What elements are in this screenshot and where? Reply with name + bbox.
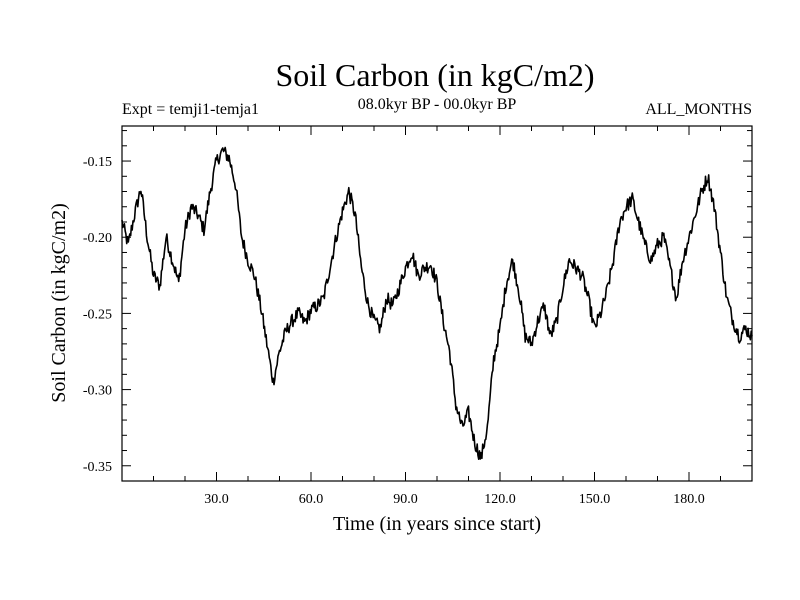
y-axis: -0.15 -0.20 -0.25 -0.30 -0.35 xyxy=(83,130,752,482)
x-tick-label: 120.0 xyxy=(484,492,516,507)
x-tick-label: 180.0 xyxy=(673,492,705,507)
chart-subtitle-right: ALL_MONTHS xyxy=(645,101,752,118)
x-tick-label: 60.0 xyxy=(299,492,324,507)
y-tick-label: -0.15 xyxy=(83,155,112,170)
x-tick-label: 30.0 xyxy=(204,492,229,507)
chart-subtitle-center: 08.0kyr BP - 00.0kyr BP xyxy=(358,96,517,113)
y-tick-label: -0.35 xyxy=(83,460,112,475)
x-tick-label: 150.0 xyxy=(579,492,611,507)
x-tick-label: 90.0 xyxy=(393,492,418,507)
chart-subtitle-left: Expt = temji1-temja1 xyxy=(122,101,259,118)
y-axis-label: Soil Carbon (in kgC/m2) xyxy=(48,203,70,402)
x-axis: 30.0 60.0 90.0 120.0 150.0 180.0 xyxy=(153,126,721,507)
chart-title: Soil Carbon (in kgC/m2) xyxy=(275,57,594,93)
y-tick-label: -0.25 xyxy=(83,307,112,322)
x-axis-label: Time (in years since start) xyxy=(333,513,541,535)
y-tick-label: -0.20 xyxy=(83,231,112,246)
plot-frame xyxy=(121,125,753,482)
series-line xyxy=(121,146,753,460)
y-tick-label: -0.30 xyxy=(83,384,112,399)
